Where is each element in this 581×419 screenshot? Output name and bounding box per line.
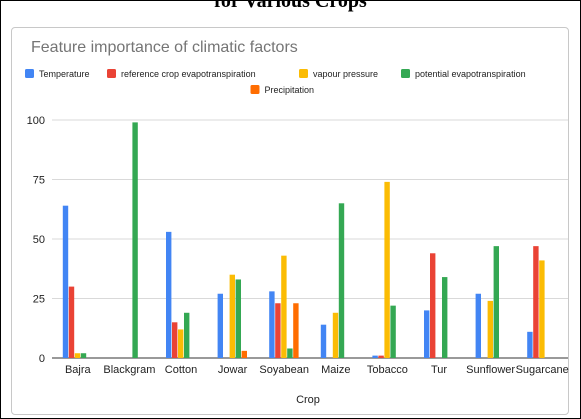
x-tick-label-maize: Maize [321, 364, 350, 376]
x-tick-label-cotton: Cotton [165, 364, 197, 376]
x-tick-label-sunflower: Sunflower [466, 364, 515, 376]
x-tick-labels: Bajra Blackgram Cotton Jowar Soyabean Maize To… [65, 364, 569, 376]
bars [62, 122, 545, 358]
bar-maize-temperature [320, 324, 327, 358]
y-tick-label: 100 [27, 115, 45, 127]
x-tick-label-soyabean: Soyabean [259, 364, 309, 376]
legend-label-temperature: Temperature [39, 69, 90, 79]
bar-jowar-temperature [217, 293, 223, 358]
bar-tur-reference-crop-evapotranspiration [430, 253, 436, 358]
legend: Temperature reference crop evapotranspira… [25, 69, 526, 95]
bar-bajra-temperature [62, 205, 69, 358]
y-tick-label: 25 [33, 294, 45, 306]
bar-soyabean-potential-evapotranspiration [287, 348, 293, 358]
bar-soyabean-temperature [269, 291, 275, 358]
bar-jowar-vapour-pressure [229, 274, 235, 358]
legend-label-precipitation: Precipitation [265, 85, 315, 95]
x-tick-label-blackgram: Blackgram [103, 364, 155, 376]
x-tick-label-jowar: Jowar [218, 364, 248, 376]
legend-swatch-temperature [25, 69, 34, 78]
bar-tobacco-vapour-pressure [384, 181, 390, 358]
bar-cotton-reference-crop-evapotranspiration [172, 322, 178, 358]
bar-soyabean-precipitation [293, 303, 299, 358]
bar-soyabean-vapour-pressure [281, 255, 287, 358]
bar-tobacco-potential-evapotranspiration [390, 305, 396, 358]
y-tick-label: 75 [33, 175, 45, 187]
y-tick-label: 0 [39, 353, 45, 365]
legend-swatch-precipitation [250, 85, 260, 94]
bar-sunflower-temperature [475, 293, 481, 358]
bar-sugarcane-temperature [527, 331, 533, 358]
x-tick-label-bajra: Bajra [65, 364, 92, 376]
bar-jowar-precipitation [241, 350, 247, 358]
legend-label-vapour-pressure: vapour pressure [313, 69, 378, 79]
bar-maize-potential-evapotranspiration [338, 203, 345, 358]
bar-maize-vapour-pressure [332, 312, 339, 358]
bar-tur-temperature [424, 310, 430, 358]
x-tick-label-tur: Tur [431, 364, 447, 376]
chart-title: Feature importance of climatic factors [31, 39, 298, 56]
legend-swatch-vapour-pressure [299, 69, 308, 78]
bar-tobacco-reference-crop-evapotranspiration [378, 355, 384, 358]
x-tick-label-sugarcane: Sugarcane [516, 364, 569, 376]
legend-label-potential-evapotranspiration: potential evapotranspiration [415, 69, 526, 79]
x-axis-label: Crop [296, 394, 320, 406]
legend-swatch-potential-evapotranspiration [401, 69, 410, 78]
y-tick-label: 50 [33, 234, 45, 246]
legend-swatch-reference-crop-evapotranspiration [107, 69, 116, 78]
bar-sugarcane-vapour-pressure [539, 260, 545, 358]
bar-cotton-temperature [166, 231, 172, 358]
gridlines [52, 119, 568, 359]
bar-sunflower-potential-evapotranspiration [493, 246, 499, 358]
y-tick-labels: 0 25 50 75 100 [27, 115, 45, 365]
bar-soyabean-reference-crop-evapotranspiration [275, 303, 281, 358]
bar-sunflower-vapour-pressure [487, 300, 493, 358]
bar-sugarcane-reference-crop-evapotranspiration [533, 246, 539, 358]
bar-bajra-reference-crop-evapotranspiration [68, 286, 75, 358]
x-tick-label-tobacco: Tobacco [367, 364, 408, 376]
bar-jowar-potential-evapotranspiration [235, 279, 241, 358]
figure-heading: for Various Crops [214, 0, 367, 12]
bar-cotton-potential-evapotranspiration [184, 312, 190, 358]
bar-bajra-vapour-pressure [74, 353, 81, 358]
bar-cotton-vapour-pressure [178, 329, 184, 358]
bar-bajra-potential-evapotranspiration [80, 353, 87, 358]
bar-tobacco-temperature [372, 355, 378, 358]
bar-tur-potential-evapotranspiration [442, 277, 448, 358]
bar-blackgram-potential-evapotranspiration [132, 122, 138, 358]
legend-label-reference-crop-evapotranspiration: reference crop evapotranspiration [121, 69, 256, 79]
